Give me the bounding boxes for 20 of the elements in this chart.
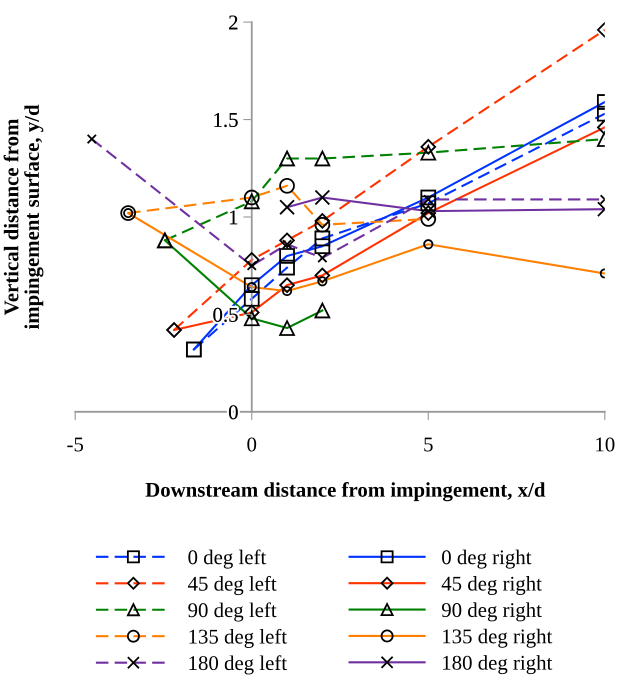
legend-label: 45 deg right (442, 576, 542, 595)
x-tick-label: 0 (247, 437, 256, 452)
y-tick-label: 2 (229, 16, 238, 30)
legend-label: 90 deg right (442, 602, 542, 622)
x-tick-label: 10 (596, 437, 614, 452)
x-axis-title: Downstream distance from impingement, x/d (146, 482, 546, 502)
legend-label: 135 deg left (189, 628, 287, 648)
x-tick-label: -5 (67, 438, 84, 452)
y-tick-label: 0 (228, 405, 238, 420)
x-tick-label: 5 (424, 438, 433, 452)
y-tick-label: 1.5 (214, 113, 238, 128)
legend-label: 90 deg left (188, 602, 277, 622)
legend-label: 0 deg left (188, 549, 266, 569)
legend-label: 0 deg right (442, 550, 532, 569)
legend-label: 180 deg left (189, 655, 287, 674)
legend-label: 135 deg right (443, 628, 552, 648)
y-tick-label: 1 (230, 210, 238, 224)
y-axis-title: Vertical distance from impingement surface, y/d (4, 104, 44, 330)
legend-label: 45 deg left (188, 576, 277, 596)
legend-label: 180 deg right (443, 655, 552, 674)
